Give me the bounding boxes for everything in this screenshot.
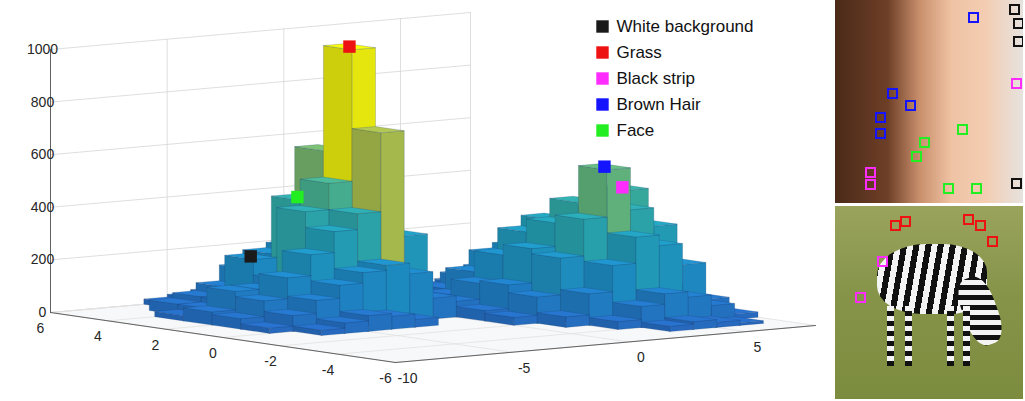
svg-text:Face: Face: [617, 121, 655, 140]
svg-text:200: 200: [31, 251, 55, 267]
svg-text:600: 600: [31, 146, 55, 162]
svg-text:0: 0: [39, 304, 47, 320]
svg-text:1000: 1000: [27, 41, 58, 57]
svg-text:Brown Hair: Brown Hair: [617, 95, 701, 114]
svg-text:-6: -6: [379, 370, 392, 386]
svg-text:6: 6: [37, 320, 45, 336]
svg-text:-4: -4: [322, 362, 335, 378]
svg-text:-2: -2: [264, 353, 277, 369]
svg-text:0: 0: [209, 345, 217, 361]
svg-text:-5: -5: [518, 360, 531, 376]
svg-text:Grass: Grass: [617, 43, 662, 62]
svg-text:4: 4: [94, 328, 102, 344]
svg-text:5: 5: [754, 339, 762, 355]
svg-text:400: 400: [31, 199, 55, 215]
svg-text:0: 0: [637, 349, 645, 365]
svg-text:Black strip: Black strip: [617, 69, 695, 88]
svg-text:800: 800: [31, 94, 55, 110]
svg-text:White background: White background: [617, 17, 754, 36]
svg-text:2: 2: [152, 337, 160, 353]
svg-text:-10: -10: [397, 370, 417, 386]
